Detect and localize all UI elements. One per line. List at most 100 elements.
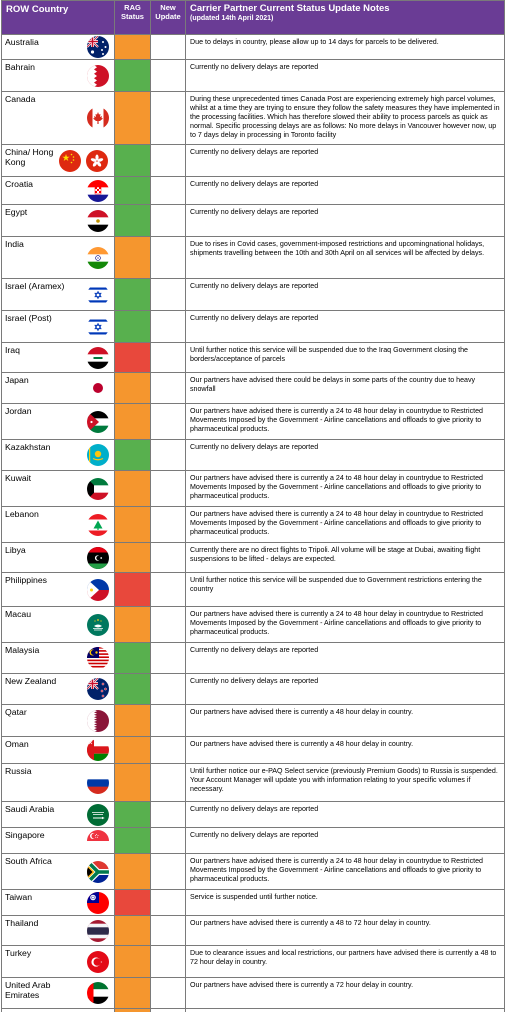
new-update-cell [150, 673, 186, 705]
hong-kong-flag-icon [86, 149, 108, 172]
lebanon-flag-icon [87, 513, 109, 536]
status-notes: Currently no delivery delays are reporte… [185, 176, 505, 205]
status-notes: Our partners have advised there is curre… [185, 704, 505, 737]
country-cell: Croatia [1, 176, 115, 205]
country-cell: Thailand [1, 915, 115, 946]
table-row: Singapore Currently no delivery delays ar… [1, 827, 505, 854]
new-update-cell [150, 91, 186, 145]
rag-status-amber [114, 372, 151, 404]
status-notes: Currently no delivery delays are reporte… [185, 673, 505, 705]
status-notes: Currently no delivery delays are reporte… [185, 439, 505, 471]
table-row: Oman Our partners have advised there is c… [1, 736, 505, 764]
country-name: Thailand [5, 918, 39, 928]
new-update-cell [150, 763, 186, 802]
rag-status-amber [114, 853, 151, 890]
singapore-flag-icon [87, 829, 109, 852]
country-cell: Qatar [1, 704, 115, 737]
country-cell: Singapore [1, 827, 115, 854]
new-update-cell [150, 342, 186, 373]
new-update-cell [150, 572, 186, 607]
rag-status-amber [114, 1008, 151, 1012]
libya-flag-icon [87, 546, 109, 569]
table-row: Lebanon Our partners have advised there i… [1, 506, 505, 543]
rag-status-amber [114, 403, 151, 440]
header-notes: Carrier Partner Current Status Update No… [185, 0, 505, 35]
iraq-flag-icon [87, 346, 109, 369]
table-row: Libya Currently there are no direct fligh… [1, 542, 505, 573]
table-row: Israel (Aramex) Currently no delivery del… [1, 278, 505, 311]
country-cell: Macau [1, 606, 115, 643]
country-name: Lebanon [5, 509, 39, 519]
new-update-cell [150, 144, 186, 177]
status-notes: Currently no delivery delays are reporte… [185, 642, 505, 674]
table-row: Kuwait Our partners have advised there is… [1, 470, 505, 507]
country-cell: USA [1, 1008, 115, 1012]
country-cell: Saudi Arabia [1, 801, 115, 828]
australia-flag-icon [87, 36, 109, 58]
rag-status-amber [114, 945, 151, 978]
new-update-cell [150, 278, 186, 311]
new-update-cell [150, 403, 186, 440]
country-name: Malaysia [5, 645, 40, 655]
rag-status-amber [114, 736, 151, 764]
oman-flag-icon [87, 739, 109, 761]
table-row: Australia Due to delays in country, pleas… [1, 34, 505, 60]
new-update-cell [150, 736, 186, 764]
status-notes: Our partners have advised there is curre… [185, 853, 505, 890]
country-cell: Bahrain [1, 59, 115, 92]
country-cell: Japan [1, 372, 115, 404]
status-notes: Our partners have advised there is curre… [185, 736, 505, 764]
status-notes: Our partners have advised there is curre… [185, 977, 505, 1009]
status-notes: Currently no delivery delays are reporte… [185, 144, 505, 177]
china-flag-icon [59, 149, 81, 172]
country-name: Australia [5, 37, 39, 47]
status-notes: Our partners have advised there is curre… [185, 915, 505, 946]
philippines-flag-icon [87, 578, 109, 601]
rag-status-amber [114, 542, 151, 573]
rag-status-green [114, 144, 151, 177]
canada-flag-icon [87, 107, 109, 129]
thailand-flag-icon [87, 919, 109, 942]
israel-flag-icon [87, 283, 109, 306]
new-update-cell [150, 236, 186, 279]
new-update-cell [150, 853, 186, 890]
country-name: Canada [5, 94, 36, 104]
status-notes: Our partners have advised there is curre… [185, 470, 505, 507]
rag-status-amber [114, 606, 151, 643]
country-name: Croatia [5, 179, 34, 189]
status-notes: Our partners have advised there is curre… [185, 606, 505, 643]
status-notes: Until further notice this service will b… [185, 572, 505, 607]
country-name: Oman [5, 739, 29, 749]
new-zealand-flag-icon [87, 678, 109, 700]
country-name: India [5, 239, 24, 249]
rag-status-green [114, 278, 151, 311]
header-new-update: New Update [150, 0, 186, 35]
rag-status-green [114, 827, 151, 854]
israel-flag-icon [87, 315, 109, 338]
new-update-cell [150, 439, 186, 471]
header-notes-subtitle: (updated 14th April 2021) [190, 15, 274, 22]
country-cell: Oman [1, 736, 115, 764]
country-name: Singapore [5, 830, 45, 840]
country-name: Libya [5, 545, 26, 555]
status-notes: Our partners have advised there could be… [185, 372, 505, 404]
country-cell: Iraq [1, 342, 115, 373]
country-cell: Israel (Post) [1, 310, 115, 343]
japan-flag-icon [87, 377, 109, 399]
rag-status-amber [114, 91, 151, 145]
country-name: Japan [5, 375, 29, 385]
status-notes: Due to delays in country, please allow u… [185, 34, 505, 60]
country-cell: Canada [1, 91, 115, 145]
russia-flag-icon [87, 771, 109, 794]
header-notes-title: Carrier Partner Current Status Update No… [190, 3, 390, 14]
status-notes: Due to clearance issues and local restri… [185, 945, 505, 978]
new-update-cell [150, 59, 186, 92]
country-name: Saudi Arabia [5, 804, 55, 814]
country-cell: New Zealand [1, 673, 115, 705]
country-cell: China/ Hong Kong [1, 144, 115, 177]
taiwan-flag-icon [87, 891, 109, 914]
new-update-cell [150, 542, 186, 573]
table-row: New Zealand Currently no delivery delays … [1, 673, 505, 705]
rag-status-amber [114, 506, 151, 543]
